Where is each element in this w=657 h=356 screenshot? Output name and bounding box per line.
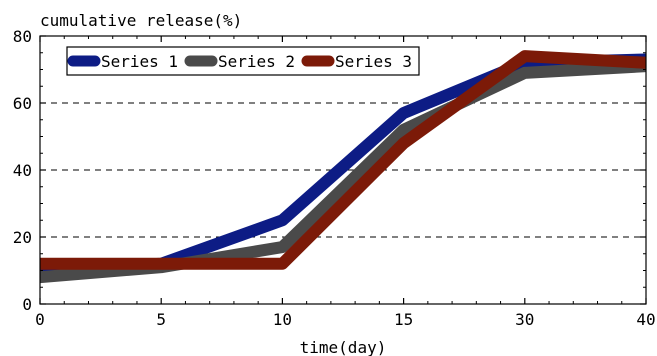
legend-label: Series 3 bbox=[335, 52, 412, 71]
x-tick-label: 10 bbox=[273, 310, 292, 329]
legend-box bbox=[66, 46, 420, 76]
y-tick-label: 40 bbox=[13, 161, 32, 180]
y-tick-label: 80 bbox=[13, 27, 32, 46]
x-tick-label: 40 bbox=[636, 310, 655, 329]
series-line bbox=[40, 50, 647, 270]
y-tick-label: 20 bbox=[13, 228, 32, 247]
legend-label: Series 1 bbox=[101, 52, 178, 71]
series-layer bbox=[39, 50, 647, 284]
y-tick-label: 0 bbox=[22, 295, 32, 314]
legend: Series 1 Series 2 Series 3 bbox=[66, 46, 420, 76]
x-tick-label: 0 bbox=[35, 310, 45, 329]
y-axis-title: cumulative release(%) bbox=[40, 11, 242, 30]
x-tick-label: 5 bbox=[156, 310, 166, 329]
y-tick-label: 60 bbox=[13, 94, 32, 113]
x-tick-label: 15 bbox=[394, 310, 413, 329]
axis-ticks: 0 20 40 60 80 0 5 10 15 30 40 bbox=[13, 27, 656, 329]
series-line bbox=[39, 53, 647, 277]
x-axis-title: time(day) bbox=[300, 338, 387, 356]
x-tick-label: 30 bbox=[515, 310, 534, 329]
legend-label: Series 2 bbox=[218, 52, 295, 71]
